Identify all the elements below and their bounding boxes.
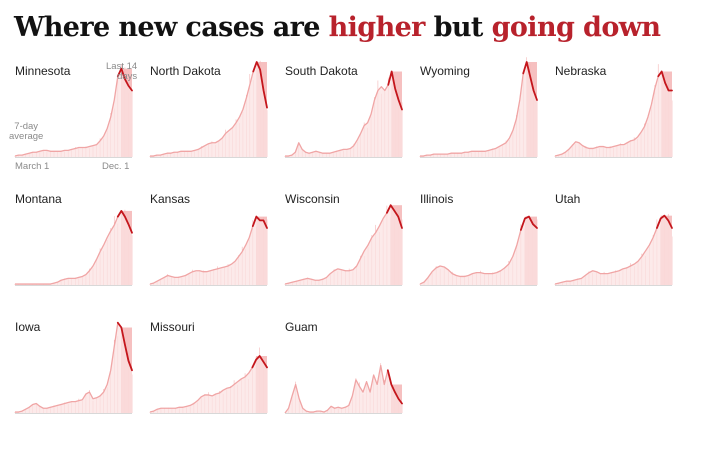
average-line-kansas: [149, 215, 268, 285]
panel-montana: Montana: [14, 190, 145, 315]
sparkline-iowa: [14, 321, 133, 414]
panel-south-dakota: South Dakota: [284, 62, 415, 187]
state-label-montana: Montana: [15, 192, 62, 206]
title-part-2: but: [424, 12, 492, 43]
annotation-x-start: March 1: [15, 161, 50, 172]
average-line-wisconsin: [284, 204, 403, 285]
sparkline-wyoming: [419, 57, 538, 158]
title-part-1: Where new cases are: [14, 12, 329, 43]
area-minnesota: [15, 68, 132, 157]
page-title: Where new cases are higher but going dow…: [14, 8, 661, 48]
area-guam: [285, 365, 402, 413]
panel-wyoming: Wyoming: [419, 57, 550, 187]
sparkline-montana: [14, 209, 133, 286]
average-line-wyoming: [420, 61, 538, 157]
sparkline-missouri: [149, 347, 268, 414]
state-label-iowa: Iowa: [15, 320, 41, 334]
panel-guam: Guam: [284, 318, 415, 443]
state-label-missouri: Missouri: [150, 320, 195, 334]
recent-line-north-dakota: [252, 61, 268, 109]
sparkline-guam: [284, 363, 403, 414]
average-line-nebraska: [554, 70, 672, 157]
panel-illinois: Illinois: [419, 190, 550, 315]
panel-north-dakota: North Dakota: [149, 60, 280, 187]
average-line-utah: [554, 215, 673, 285]
title-highlight-going-down: going down: [491, 12, 661, 43]
area-south-dakota: [285, 71, 402, 157]
sparkline-north-dakota: [149, 60, 268, 158]
recent-line-missouri: [251, 355, 268, 369]
annotation-last-14-line-1: Last 14: [106, 61, 138, 72]
sparkline-utah: [554, 213, 673, 286]
recent-line-iowa: [116, 321, 133, 372]
area-montana: [15, 210, 132, 285]
sparkline-south-dakota: [284, 70, 403, 158]
recent-line-guam: [386, 369, 403, 405]
area-wyoming: [420, 62, 537, 157]
recent-line-wisconsin: [386, 204, 403, 229]
state-label-south-dakota: South Dakota: [285, 64, 358, 78]
average-line-iowa: [15, 322, 133, 413]
recent-line-minnesota: [116, 67, 133, 92]
area-utah: [555, 215, 672, 285]
annotation-avg-line-1: 7-day: [14, 121, 39, 132]
state-label-utah: Utah: [555, 192, 581, 206]
panel-iowa: Iowa: [14, 318, 145, 443]
sparkline-kansas: [149, 215, 268, 286]
panel-utah: Utah: [554, 190, 685, 315]
sparkline-wisconsin: [284, 204, 403, 286]
annotation-avg-line-2: average: [9, 131, 44, 142]
state-label-minnesota: Minnesota: [15, 64, 71, 78]
recent-line-kansas: [251, 215, 268, 229]
annotation-x-end: Dec. 1: [102, 161, 130, 172]
panel-nebraska: Nebraska: [554, 62, 685, 187]
annotation-last-14-days: Last 14 days: [106, 62, 137, 82]
average-line-missouri: [149, 355, 268, 413]
state-label-north-dakota: North Dakota: [150, 64, 221, 78]
recent-line-south-dakota: [387, 70, 403, 111]
title-highlight-higher: higher: [328, 12, 426, 43]
annotation-last-14-line-2: days: [117, 71, 138, 82]
area-kansas: [150, 216, 267, 285]
state-label-guam: Guam: [285, 320, 318, 334]
area-wisconsin: [285, 205, 402, 285]
average-line-minnesota: [14, 68, 133, 157]
recent-line-nebraska: [657, 70, 673, 92]
area-missouri: [150, 356, 267, 413]
average-line-guam: [284, 364, 403, 414]
average-line-montana: [15, 210, 133, 285]
panel-kansas: Kansas: [149, 190, 280, 315]
area-iowa: [15, 322, 132, 413]
recent-line-illinois: [519, 215, 538, 231]
area-nebraska: [555, 71, 672, 157]
annotation-7-day-average: 7-day average: [9, 122, 43, 142]
sparkline-illinois: [419, 215, 538, 286]
panel-minnesota: Minnesota: [14, 62, 145, 187]
state-label-wisconsin: Wisconsin: [285, 192, 340, 206]
panel-missouri: Missouri: [149, 318, 280, 443]
state-label-kansas: Kansas: [150, 192, 191, 206]
area-north-dakota: [150, 62, 267, 157]
sparkline-minnesota: [14, 64, 133, 158]
average-line-illinois: [419, 215, 538, 285]
average-line-north-dakota: [150, 61, 268, 157]
recent-line-wyoming: [522, 61, 538, 101]
state-label-wyoming: Wyoming: [420, 64, 470, 78]
average-line-south-dakota: [285, 70, 403, 157]
state-label-nebraska: Nebraska: [555, 64, 607, 78]
area-illinois: [420, 216, 537, 285]
state-label-illinois: Illinois: [420, 192, 454, 206]
recent-line-utah: [656, 214, 673, 229]
sparkline-nebraska: [554, 64, 673, 158]
recent-line-montana: [116, 210, 133, 234]
panel-wisconsin: Wisconsin: [284, 190, 415, 315]
